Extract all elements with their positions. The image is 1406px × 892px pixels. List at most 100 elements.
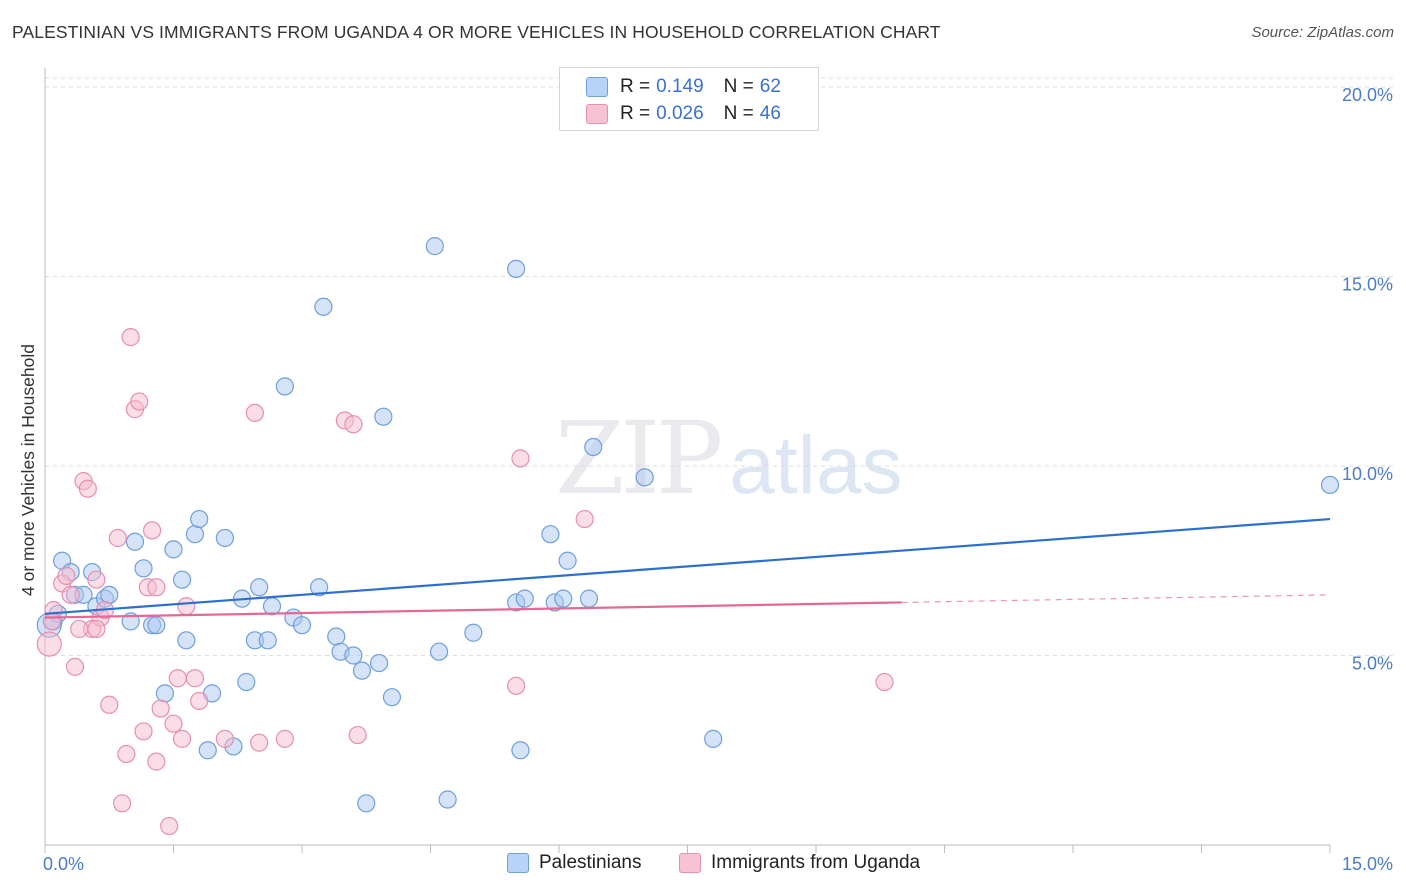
uganda-point — [164, 714, 183, 733]
palestinian-point — [147, 616, 166, 635]
bottom-legend-palestinians[interactable]: Palestinians — [507, 852, 641, 874]
palestinian-point — [125, 532, 145, 551]
palestinian-point — [134, 559, 153, 578]
legend-n-value: 62 — [759, 76, 781, 97]
palestinian-point — [425, 237, 444, 256]
palestinian-point — [164, 540, 183, 559]
palestinian-point — [275, 377, 294, 396]
legend-n-label: N = — [723, 103, 754, 124]
correlation-legend: R = 0.149 N = 62 R = 0.026 N = 46 — [559, 67, 819, 131]
palestinian-point — [258, 631, 277, 650]
y-tick-label: 20.0% — [1342, 85, 1393, 105]
palestinian-point — [190, 509, 209, 529]
uganda-trend-extension — [901, 594, 1331, 604]
uganda-point — [42, 612, 61, 631]
uganda-point — [172, 729, 192, 748]
uganda-point — [87, 619, 106, 639]
uganda-point — [275, 729, 294, 748]
palestinian-point — [382, 688, 402, 707]
uganda-point — [190, 691, 209, 711]
palestinian-point — [515, 589, 534, 608]
legend-label-palestinians: Palestinians — [539, 852, 642, 873]
uganda-point — [134, 722, 153, 741]
uganda-point — [177, 597, 196, 616]
uganda-point — [875, 672, 894, 692]
legend-r-label: R = — [620, 103, 651, 124]
legend-n-value: 46 — [759, 103, 781, 124]
watermark: ZIP atlas — [555, 400, 903, 517]
legend-swatch-palestinians — [586, 77, 608, 97]
palestinian-point — [374, 407, 393, 426]
x-tick-label: 15.0% — [1342, 854, 1393, 874]
uganda-point — [575, 509, 594, 529]
palestinian-point — [558, 551, 577, 570]
uganda-point — [250, 733, 269, 752]
uganda-point — [117, 744, 136, 764]
uganda-point — [151, 699, 170, 718]
uganda-point — [168, 669, 187, 688]
palestinian-point — [310, 578, 329, 597]
palestinian-point — [357, 794, 376, 813]
uganda-trend-line — [44, 601, 902, 619]
palestinian-point — [327, 627, 346, 646]
uganda-point — [348, 725, 367, 745]
legend-n-label: N = — [723, 76, 754, 97]
legend-swatch-uganda — [586, 104, 608, 124]
palestinian-point — [464, 623, 483, 642]
palestinian-point — [507, 259, 526, 278]
palestinian-trend-line — [44, 517, 1331, 615]
y-tick-label: 10.0% — [1342, 464, 1393, 484]
y-tick-label: 15.0% — [1342, 274, 1393, 294]
palestinian-point — [541, 525, 560, 544]
bottom-legend-uganda[interactable]: Immigrants from Uganda — [679, 852, 920, 874]
legend-r-value: 0.149 — [656, 76, 704, 97]
y-tick-label: 5.0% — [1352, 653, 1393, 673]
palestinian-point — [250, 578, 269, 597]
uganda-point — [121, 328, 140, 347]
uganda-point — [507, 676, 526, 695]
legend-swatch-palestinians — [507, 853, 529, 873]
palestinian-point — [185, 525, 205, 544]
palestinian-point — [370, 653, 389, 673]
source-credit: Source: ZipAtlas.com — [1251, 24, 1394, 41]
palestinian-point — [155, 684, 175, 703]
palestinian-point — [237, 672, 256, 692]
palestinian-point — [579, 589, 599, 608]
uganda-point — [147, 578, 166, 597]
page-title: PALESTINIAN VS IMMIGRANTS FROM UGANDA 4 … — [12, 22, 941, 42]
palestinian-point — [262, 597, 282, 616]
x-tick-label: 0.0% — [43, 854, 84, 874]
uganda-point — [185, 669, 205, 688]
legend-r-label: R = — [620, 76, 651, 97]
watermark-zip: ZIP — [555, 400, 723, 517]
uganda-point — [130, 392, 149, 411]
legend-r-value: 0.026 — [656, 103, 704, 124]
palestinian-point — [429, 642, 449, 661]
uganda-point — [108, 528, 127, 548]
uganda-point — [344, 415, 363, 434]
uganda-point — [142, 521, 162, 540]
palestinian-point — [177, 631, 196, 650]
uganda-point — [61, 585, 80, 604]
legend-label-uganda: Immigrants from Uganda — [711, 852, 921, 873]
palestinian-point — [704, 729, 723, 748]
uganda-point — [87, 570, 106, 589]
palestinian-point — [1320, 475, 1340, 495]
y-axis-label: 4 or more Vehicles in Household — [18, 344, 38, 596]
uganda-point — [100, 695, 119, 714]
uganda-point — [65, 657, 85, 676]
palestinian-point — [215, 528, 234, 548]
uganda-point — [147, 752, 166, 771]
uganda-point — [78, 479, 97, 498]
uganda-point — [245, 403, 264, 423]
uganda-point — [70, 619, 89, 639]
uganda-point — [215, 729, 234, 748]
legend-swatch-uganda — [679, 853, 701, 873]
palestinian-point — [344, 646, 363, 665]
legend-row-palestinians: R = 0.149 N = 62 — [586, 74, 781, 100]
legend-row-uganda: R = 0.026 N = 46 — [586, 101, 781, 127]
palestinian-point — [554, 589, 573, 608]
uganda-point — [511, 449, 530, 468]
uganda-point — [36, 631, 62, 657]
